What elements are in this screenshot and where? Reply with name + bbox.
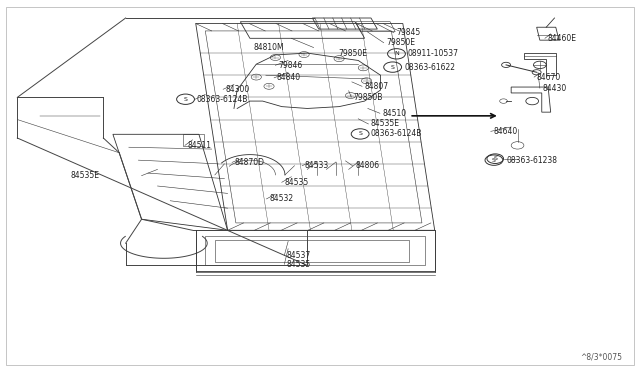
Text: S: S bbox=[184, 97, 188, 102]
Text: 84535: 84535 bbox=[284, 178, 308, 187]
Text: 84511: 84511 bbox=[188, 141, 211, 150]
Text: 84807: 84807 bbox=[365, 82, 388, 91]
Text: 79846: 79846 bbox=[278, 61, 302, 70]
Text: 84535E: 84535E bbox=[371, 119, 400, 128]
Text: 79850E: 79850E bbox=[387, 38, 415, 47]
Text: 08911-10537: 08911-10537 bbox=[408, 49, 459, 58]
Text: 84533: 84533 bbox=[305, 161, 329, 170]
Text: 84460E: 84460E bbox=[547, 34, 577, 43]
Text: 84532: 84532 bbox=[269, 195, 293, 203]
Text: 84670: 84670 bbox=[537, 73, 561, 81]
Text: 79850B: 79850B bbox=[354, 93, 383, 102]
Text: 79850E: 79850E bbox=[338, 49, 367, 58]
Text: N: N bbox=[394, 51, 399, 56]
Text: 84640: 84640 bbox=[493, 127, 518, 136]
Text: 84870D: 84870D bbox=[235, 158, 264, 167]
Text: 08363-6124B: 08363-6124B bbox=[371, 129, 422, 138]
Text: 84806: 84806 bbox=[355, 161, 379, 170]
Text: 84535E: 84535E bbox=[70, 171, 99, 180]
Text: ^8/3*0075: ^8/3*0075 bbox=[580, 352, 623, 361]
Text: 08363-6124B: 08363-6124B bbox=[196, 95, 248, 104]
Text: 84300: 84300 bbox=[226, 85, 250, 94]
Text: S: S bbox=[390, 65, 395, 70]
Text: 84430: 84430 bbox=[542, 84, 566, 93]
Text: 84537: 84537 bbox=[287, 251, 311, 260]
Text: S: S bbox=[358, 131, 362, 137]
Text: 79845: 79845 bbox=[396, 28, 420, 37]
Text: 84810M: 84810M bbox=[253, 43, 284, 52]
Text: 08363-61622: 08363-61622 bbox=[404, 62, 455, 72]
Text: S: S bbox=[492, 158, 496, 163]
Text: 84840: 84840 bbox=[276, 73, 301, 82]
Text: 84535: 84535 bbox=[287, 260, 311, 269]
Text: 84510: 84510 bbox=[383, 109, 406, 118]
Text: S: S bbox=[493, 156, 497, 161]
Text: 08363-61238: 08363-61238 bbox=[506, 155, 557, 165]
